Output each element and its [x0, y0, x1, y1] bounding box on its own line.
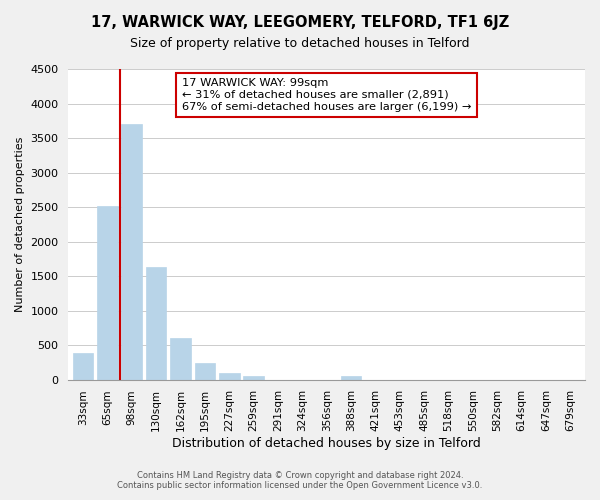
Bar — [243, 376, 264, 380]
Bar — [97, 206, 118, 380]
Text: 17, WARWICK WAY, LEEGOMERY, TELFORD, TF1 6JZ: 17, WARWICK WAY, LEEGOMERY, TELFORD, TF1… — [91, 15, 509, 30]
Bar — [170, 338, 191, 380]
Bar — [219, 372, 239, 380]
Y-axis label: Number of detached properties: Number of detached properties — [15, 136, 25, 312]
Text: 17 WARWICK WAY: 99sqm
← 31% of detached houses are smaller (2,891)
67% of semi-d: 17 WARWICK WAY: 99sqm ← 31% of detached … — [182, 78, 472, 112]
Text: Contains HM Land Registry data © Crown copyright and database right 2024.
Contai: Contains HM Land Registry data © Crown c… — [118, 470, 482, 490]
Bar — [121, 124, 142, 380]
Bar — [194, 363, 215, 380]
Bar — [146, 267, 166, 380]
Bar — [73, 354, 94, 380]
Text: Size of property relative to detached houses in Telford: Size of property relative to detached ho… — [130, 38, 470, 51]
X-axis label: Distribution of detached houses by size in Telford: Distribution of detached houses by size … — [172, 437, 481, 450]
Bar — [341, 376, 361, 380]
